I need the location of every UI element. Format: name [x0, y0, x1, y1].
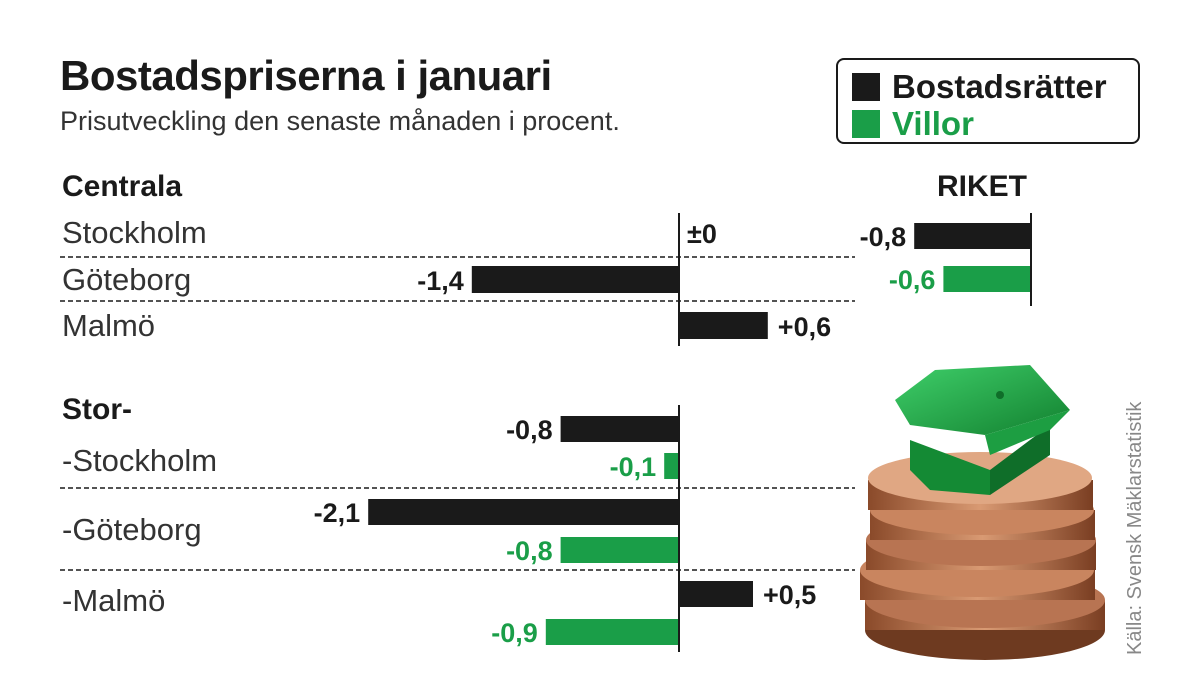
source-note: Källa: Svensk Mäklarstatistik: [1124, 401, 1146, 655]
chart-title: Bostadspriserna i januari: [60, 52, 552, 99]
centrala-2-value-label: +0,6: [778, 312, 831, 342]
group-label-stor: Stor-: [62, 393, 132, 426]
riket-bostadsratter-value-label: -0,8: [860, 222, 907, 252]
legend: Bostadsrätter Villor: [836, 58, 1140, 144]
centrala-0-value-label: ±0: [687, 219, 717, 249]
stor-2-bostadsratter-bar: [679, 581, 753, 607]
stor-2-bostadsratter-value-label: +0,5: [763, 580, 816, 610]
stor-1-bostadsratter-bar: [368, 499, 679, 525]
centrala-2-bar: [679, 312, 768, 339]
category-label-stor-0: -Stockholm: [62, 443, 217, 478]
legend-label-bostadsratter: Bostadsrätter: [892, 67, 1107, 105]
group-label-centrala: Centrala: [62, 170, 182, 203]
house-icon: [895, 365, 1070, 495]
stor-2-villor-bar: [545, 619, 679, 645]
riket-villor-bar: [943, 266, 1031, 292]
category-label-2: Malmö: [62, 308, 155, 343]
legend-swatch-villor: [852, 109, 880, 138]
riket-villor-value-label: -0,6: [889, 265, 936, 295]
coin-stack: [860, 452, 1105, 660]
group-label-riket: RIKET: [937, 170, 1027, 203]
legend-label-villor: Villor: [892, 104, 974, 142]
legend-item-bostadsratter: Bostadsrätter: [852, 68, 1138, 105]
stor-2-villor-value-label: -0,9: [491, 618, 538, 648]
stor-0-villor-bar: [664, 453, 679, 479]
centrala-1-value-label: -1,4: [417, 266, 464, 296]
centrala-1-bar: [471, 266, 679, 293]
stor-1-bostadsratter-value-label: -2,1: [314, 498, 361, 528]
stor-0-bostadsratter-value-label: -0,8: [506, 415, 553, 445]
category-label-0: Stockholm: [62, 215, 207, 250]
category-label-stor-1: -Göteborg: [62, 512, 202, 547]
stor-0-bostadsratter-bar: [560, 416, 679, 442]
stor-1-villor-value-label: -0,8: [506, 536, 553, 566]
category-label-stor-2: -Malmö: [62, 583, 165, 618]
stor-1-villor-bar: [560, 537, 679, 563]
legend-swatch-bostadsratter: [852, 72, 880, 101]
legend-item-villor: Villor: [852, 105, 1138, 142]
riket-bostadsratter-bar: [914, 223, 1031, 249]
stor-0-villor-value-label: -0,1: [610, 452, 657, 482]
chart-subtitle: Prisutveckling den senaste månaden i pro…: [60, 106, 620, 136]
category-label-1: Göteborg: [62, 262, 191, 297]
